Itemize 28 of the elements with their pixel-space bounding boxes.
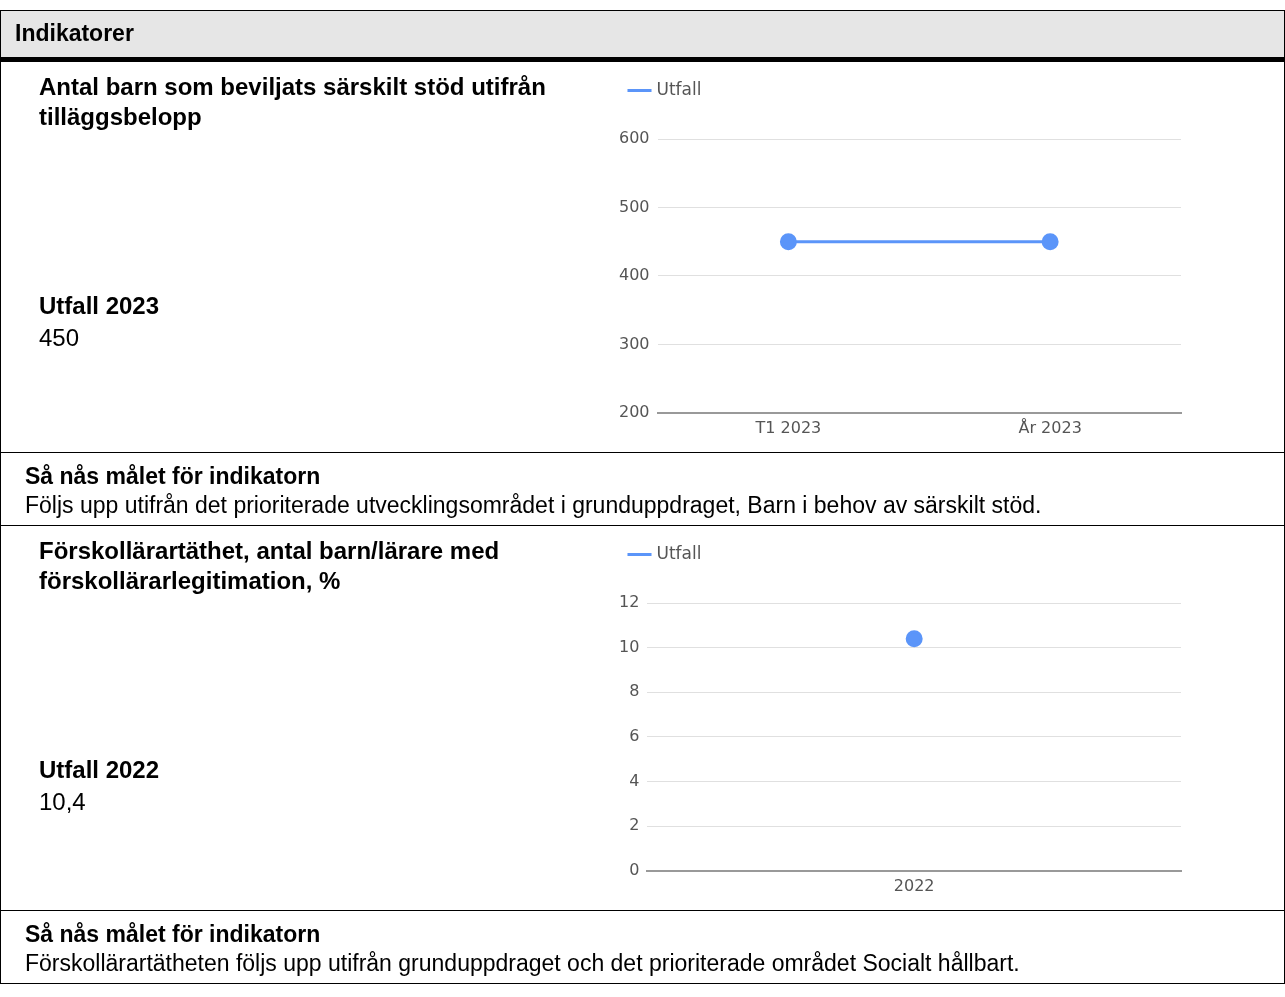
y-tick-label: 2	[629, 815, 640, 835]
y-tick-label: 500	[618, 196, 650, 216]
legend-label: Utfall	[656, 78, 702, 99]
text: Så nås målet för indikatorn	[25, 463, 322, 489]
text: Utfall 2022	[39, 756, 160, 783]
y-tick-label: 10	[619, 636, 640, 656]
y-tick-label: 12	[619, 592, 640, 612]
y-tick-label: 8	[629, 681, 640, 701]
text: 10,4	[39, 787, 87, 817]
y-tick-label: 600	[618, 128, 650, 148]
text: Följs upp utifrån det prioriterade utvecklingsområdet i grunduppdraget, Barn i behov av särskilt stöd.	[25, 491, 1043, 520]
legend-label: Utfall	[656, 542, 702, 563]
text: 450	[39, 323, 81, 353]
y-tick-label: 200	[618, 401, 650, 421]
text: Förskollärartäthet, antal barn/lärare med förskollärarlegitimation, %	[39, 536, 501, 596]
x-tick-label: 2022	[893, 875, 935, 895]
y-tick-label: 4	[629, 770, 640, 790]
y-tick-label: 400	[618, 265, 650, 285]
y-tick-label: 6	[629, 726, 640, 746]
x-tick-label: T1 2023	[754, 417, 822, 437]
text: Antal barn som beviljats särskilt stöd utifrån tilläggsbelopp	[39, 72, 547, 132]
text: Så nås målet för indikatorn	[25, 921, 322, 947]
x-tick-label: År 2023	[1018, 417, 1082, 437]
text: Indikatorer	[1, 10, 1284, 62]
text: Utfall 2023	[39, 292, 160, 319]
y-tick-label: 300	[618, 333, 650, 353]
text: Förskollärartätheten följs upp utifrån grunduppdraget och det prioriterade området Socialt hållbart.	[25, 949, 1021, 978]
y-tick-label: 0	[629, 859, 640, 879]
